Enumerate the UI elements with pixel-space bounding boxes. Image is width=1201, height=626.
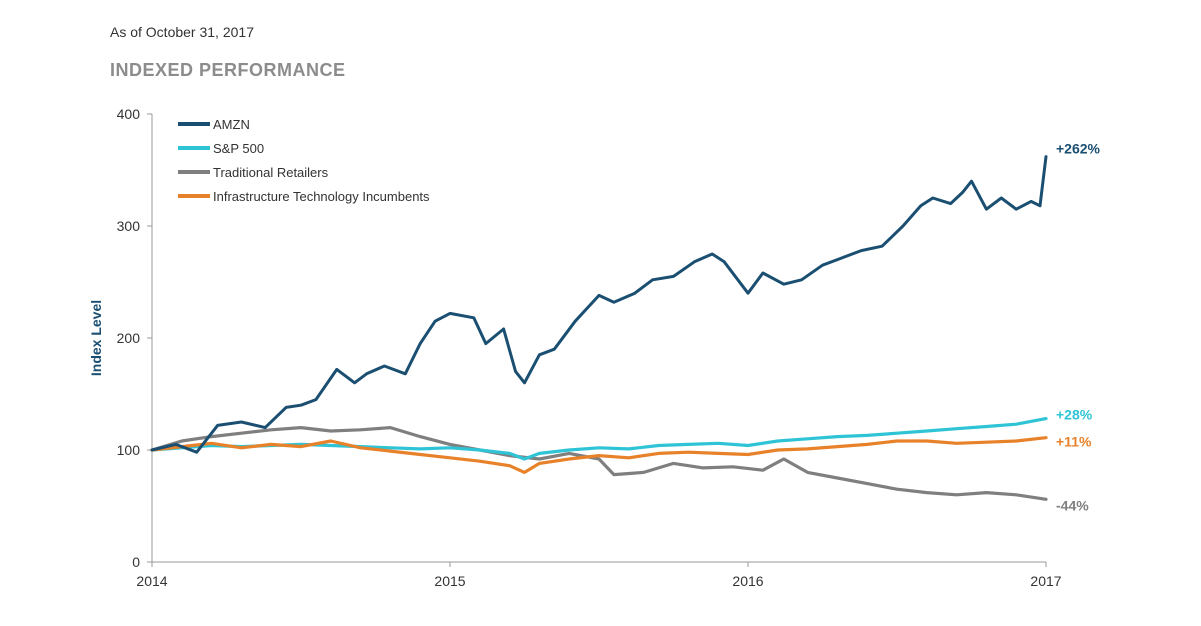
legend: AMZN S&P 500 Traditional Retailers Infrastr… (178, 117, 430, 204)
x-tick-label: 2017 (1030, 573, 1061, 589)
series-line-1 (150, 417, 1048, 461)
series-end-label: -44% (1056, 497, 1089, 513)
chart-axes: 0 100 200 300 400 2014 2015 2016 2017 Index Level (88, 106, 1062, 589)
series-end-label: +11% (1056, 434, 1092, 450)
end-labels: +262% +28% -44% +11% (1056, 141, 1101, 514)
series-line-3 (150, 436, 1048, 474)
y-tick-label: 400 (117, 106, 141, 122)
series-lines (150, 155, 1048, 501)
legend-label: AMZN (213, 117, 250, 132)
series-line-0 (150, 155, 1048, 454)
y-tick-label: 100 (117, 442, 141, 458)
y-tick-label: 200 (117, 330, 141, 346)
legend-label: Traditional Retailers (213, 165, 329, 180)
series-line-2 (150, 426, 1048, 501)
chart-title: INDEXED PERFORMANCE (110, 60, 346, 80)
x-tick-label: 2014 (136, 573, 167, 589)
series-end-label: +262% (1056, 141, 1101, 157)
as-of-date: As of October 31, 2017 (110, 24, 254, 40)
legend-label: S&P 500 (213, 141, 264, 156)
legend-label: Infrastructure Technology Incumbents (213, 189, 430, 204)
x-tick-label: 2016 (732, 573, 763, 589)
y-axis-label: Index Level (88, 300, 104, 376)
y-tick-label: 300 (117, 218, 141, 234)
x-tick-label: 2015 (434, 573, 465, 589)
y-tick-label: 0 (132, 554, 140, 570)
series-end-label: +28% (1056, 407, 1093, 423)
